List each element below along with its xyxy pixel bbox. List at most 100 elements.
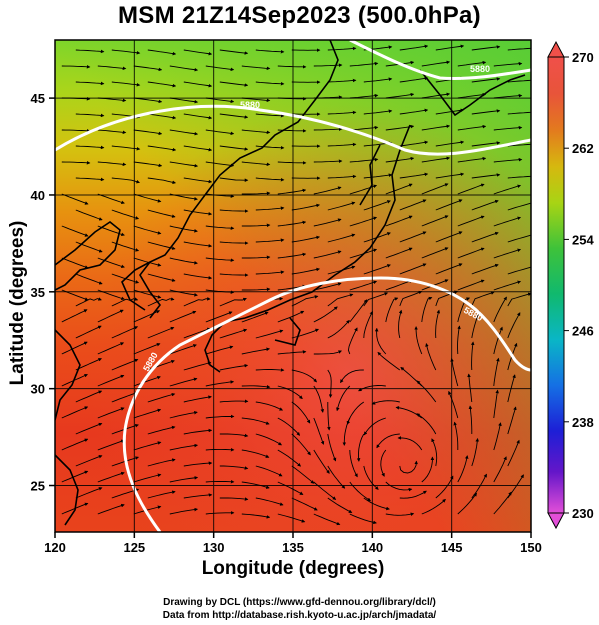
streamline (493, 357, 500, 387)
streamline (97, 309, 124, 323)
streamline (75, 145, 105, 150)
streamline (255, 368, 285, 372)
streamline (255, 49, 285, 54)
streamline (111, 145, 141, 151)
streamline (385, 247, 413, 259)
streamline (416, 413, 437, 435)
streamline (291, 235, 321, 243)
streamline (147, 458, 176, 467)
streamline (471, 141, 501, 147)
streamline (349, 513, 377, 525)
streamline (435, 44, 465, 51)
streamline (75, 358, 102, 371)
streamline (97, 193, 125, 205)
streamline (219, 81, 249, 87)
streamline (493, 125, 523, 131)
credit-drawing: Drawing by DCL (https://www.gfd-dennou.o… (163, 597, 436, 608)
streamline (425, 342, 437, 371)
y-tick-label: 35 (31, 285, 45, 300)
streamline (169, 507, 199, 515)
streamline (421, 183, 449, 195)
y-axis-label: Latitude (degrees) (7, 220, 28, 386)
streamline (219, 465, 249, 470)
streamline (507, 439, 520, 467)
streamline (133, 473, 162, 483)
streamline (313, 350, 342, 355)
streamline (385, 512, 415, 516)
x-tick-label: 150 (520, 540, 542, 555)
streamline (97, 374, 125, 387)
streamline (450, 357, 459, 387)
streamline (493, 389, 499, 419)
streamline (97, 342, 125, 355)
streamline (61, 160, 91, 165)
streamline (133, 375, 161, 387)
streamline (147, 490, 176, 499)
streamline (61, 225, 89, 237)
streamline (219, 145, 249, 151)
streamline (371, 400, 400, 405)
streamline (399, 199, 427, 211)
streamline (241, 385, 271, 389)
colorbar-top-arrow (547, 40, 565, 58)
streamline (291, 401, 311, 424)
streamline (111, 297, 139, 307)
colorbar-tick-label: 238 (572, 415, 594, 430)
streamline (133, 161, 163, 168)
streamline (313, 306, 338, 323)
colorbar-tick-label: 230 (572, 506, 594, 521)
streamline (363, 264, 391, 275)
map-title: MSM 21Z14Sep2023 (500.0hPa) (118, 2, 481, 29)
streamline (205, 345, 234, 355)
streamline (75, 273, 103, 285)
streamline (255, 270, 285, 275)
contour-label: 5880 (240, 100, 260, 110)
streamline (147, 113, 177, 120)
streamline (277, 188, 307, 195)
streamline (327, 233, 356, 243)
contour-line-north (55, 104, 531, 156)
streamline (313, 449, 330, 474)
streamline (385, 183, 413, 195)
streamline (61, 406, 89, 419)
streamline (493, 61, 523, 67)
streamline (457, 455, 469, 483)
streamline (255, 81, 285, 86)
streamline (169, 161, 199, 168)
streamline (470, 341, 475, 371)
streamline (313, 186, 342, 195)
streamline (97, 503, 125, 515)
streamline (183, 81, 213, 88)
streamline (61, 193, 89, 205)
streamline (435, 309, 441, 339)
streamline (255, 145, 285, 150)
streamline (399, 460, 418, 474)
streamline (493, 216, 522, 227)
streamline (97, 407, 125, 419)
streamline (376, 433, 400, 449)
streamline (507, 266, 531, 275)
streamline (169, 344, 197, 355)
streamline (277, 481, 304, 495)
streamline (457, 247, 485, 259)
streamline (169, 410, 198, 419)
streamline (385, 156, 415, 163)
streamline (183, 273, 213, 280)
streamline (363, 173, 393, 179)
streamline (205, 479, 235, 484)
streamline (457, 60, 487, 67)
streamline (327, 433, 337, 462)
streamline (291, 295, 319, 307)
streamline (205, 225, 235, 230)
streamline (493, 326, 503, 355)
streamline (255, 401, 284, 411)
streamline (467, 373, 473, 403)
streamline (277, 220, 307, 227)
streamline (219, 433, 249, 438)
streamline (133, 225, 162, 235)
streamline (291, 433, 311, 456)
streamline (380, 449, 387, 477)
streamline (183, 395, 212, 403)
streamline (507, 79, 531, 83)
y-tick-label: 25 (31, 479, 45, 494)
